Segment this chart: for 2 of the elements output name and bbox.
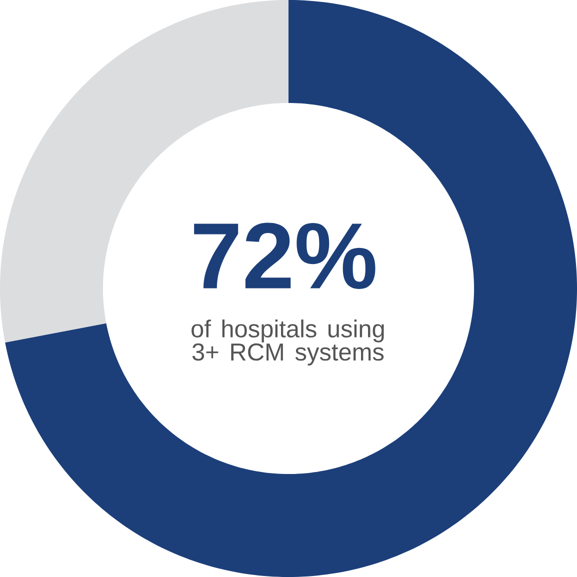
text: 72% bbox=[194, 222, 376, 289]
text: of hospitals using 3+ RCM systems bbox=[192, 320, 384, 366]
